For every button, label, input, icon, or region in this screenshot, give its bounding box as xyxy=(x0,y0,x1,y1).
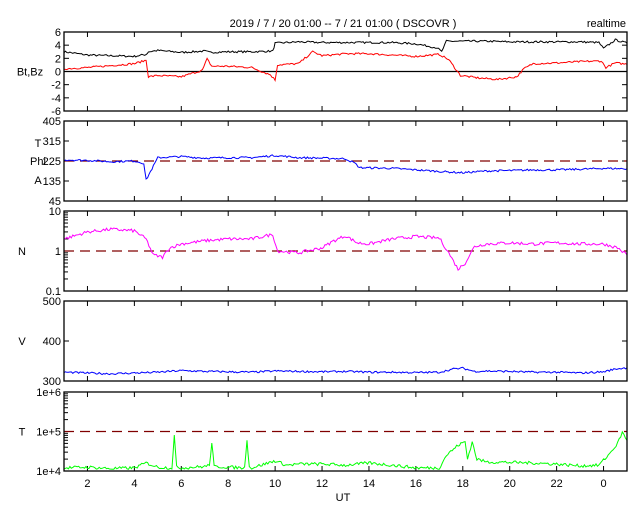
y-tick-label: 1 xyxy=(55,246,61,258)
panel-frame xyxy=(63,31,628,112)
x-tick-label: 22 xyxy=(551,478,563,490)
realtime-label: realtime xyxy=(587,18,626,30)
y-axis-label: T xyxy=(19,427,26,439)
y-tick-label: 1e+4 xyxy=(36,466,61,478)
x-tick-label: 10 xyxy=(269,478,281,490)
x-tick-label: 14 xyxy=(363,478,375,490)
series-line-t xyxy=(63,430,628,470)
x-tick-label: 2 xyxy=(84,478,90,490)
x-tick-label: 12 xyxy=(316,478,328,490)
y-axis-label: T xyxy=(35,138,42,150)
y-tick-label: 10 xyxy=(49,206,61,218)
y-tick-label: 400 xyxy=(43,336,61,348)
panel-temperature: 1e+6 1e+5 1e+4 T xyxy=(19,387,628,478)
y-tick-label: 300 xyxy=(43,376,61,388)
y-tick-label: 225 xyxy=(43,156,61,168)
x-tick-label: 18 xyxy=(457,478,469,490)
x-tick-label: 4 xyxy=(131,478,137,490)
x-tick-label: 0 xyxy=(600,478,606,490)
y-axis-label: N xyxy=(18,246,26,258)
panel-velocity: 500 400 300 V xyxy=(18,296,628,388)
series-line-v xyxy=(63,366,628,376)
y-axis-label: Bt,Bz xyxy=(17,67,43,79)
y-axis-label: V xyxy=(18,336,26,348)
y-tick-label: 315 xyxy=(43,136,61,148)
panel-frame xyxy=(63,300,628,382)
y-tick-label: -6 xyxy=(51,106,61,118)
y-axis-label: Phi xyxy=(30,156,46,168)
x-tick-label: 8 xyxy=(225,478,231,490)
series-line-phi xyxy=(63,154,628,180)
y-tick-label: -4 xyxy=(51,93,61,105)
y-tick-label: 0.1 xyxy=(46,286,61,298)
panel-frame xyxy=(63,210,628,292)
y-tick-label: 405 xyxy=(43,116,61,128)
y-tick-label: -2 xyxy=(51,80,61,92)
y-tick-label: 4 xyxy=(55,40,61,52)
y-tick-label: 1e+6 xyxy=(36,387,61,399)
panel-frame xyxy=(63,120,628,202)
y-tick-label: 0 xyxy=(55,67,61,79)
y-tick-label: 500 xyxy=(43,296,61,308)
series-line-n xyxy=(63,227,628,272)
y-tick-label: 6 xyxy=(55,27,61,39)
x-tick-label: 16 xyxy=(410,478,422,490)
y-tick-label: 135 xyxy=(43,176,61,188)
panel-frame xyxy=(63,391,628,472)
x-axis-label: UT xyxy=(336,492,351,504)
series-line-bz xyxy=(63,50,628,83)
x-tick-label: 20 xyxy=(504,478,516,490)
y-tick-label: 2 xyxy=(55,53,61,65)
y-axis-label: A xyxy=(34,175,42,187)
chart-title: 2019 / 7 / 20 01:00 -- 7 / 21 01:00 ( DS… xyxy=(230,18,457,30)
y-tick-label: 45 xyxy=(49,196,61,208)
panel-density: 10 1 0.1 N xyxy=(18,206,628,298)
x-tick-label: 6 xyxy=(178,478,184,490)
y-tick-label: 1e+5 xyxy=(36,427,61,439)
series-line-bt xyxy=(63,38,628,58)
panel-magnetic-field: 642 0-2-4-6 Bt,Bz xyxy=(17,27,628,118)
panel-phi-angle: 405 315 225 135 45 T Phi A xyxy=(30,116,628,208)
